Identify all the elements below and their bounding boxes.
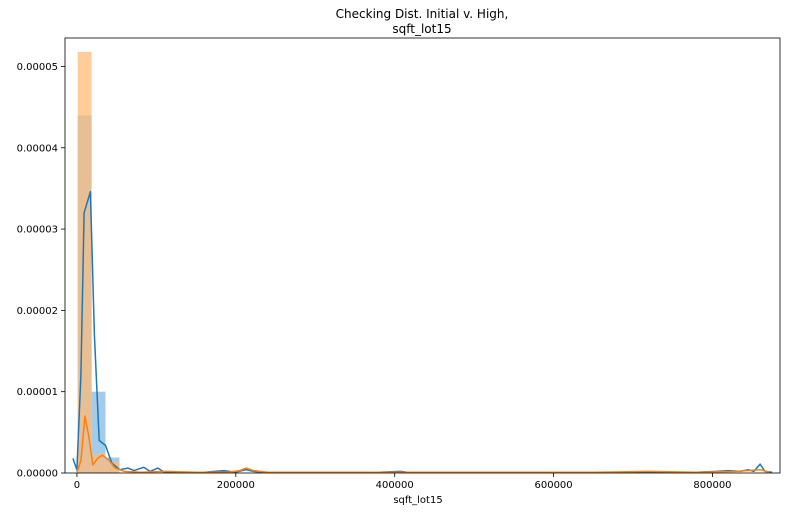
x-tick-label: 400000 — [376, 480, 414, 491]
chart-title-line2: sqft_lot15 — [392, 22, 451, 36]
x-tick-label: 600000 — [534, 480, 572, 491]
y-tick-label: 0.00004 — [17, 143, 58, 154]
kde-line-s1 — [76, 415, 770, 473]
kde-line-s0 — [72, 190, 773, 473]
plot-frame — [64, 37, 781, 474]
chart-title-line1: Checking Dist. Initial v. High, — [336, 7, 509, 21]
x-axis-label: sqft_lot15 — [393, 495, 442, 506]
x-tick-label: 800000 — [693, 480, 731, 491]
y-tick-label: 0.00001 — [17, 387, 58, 398]
axes: 0 200000 400000 600000 800000 0.00000 0.00001 0… — [17, 62, 732, 491]
histogram-bar-s1-2 — [105, 461, 120, 473]
y-tick-label: 0.00003 — [17, 225, 58, 236]
plot-area — [72, 51, 773, 474]
x-tick-label: 0 — [74, 480, 80, 491]
y-tick-label: 0.00000 — [17, 469, 58, 480]
x-tick-label: 200000 — [217, 480, 255, 491]
histogram-bar-s1-1 — [91, 453, 106, 473]
y-tick-label: 0.00002 — [17, 306, 58, 317]
y-tick-label: 0.00005 — [17, 62, 58, 73]
